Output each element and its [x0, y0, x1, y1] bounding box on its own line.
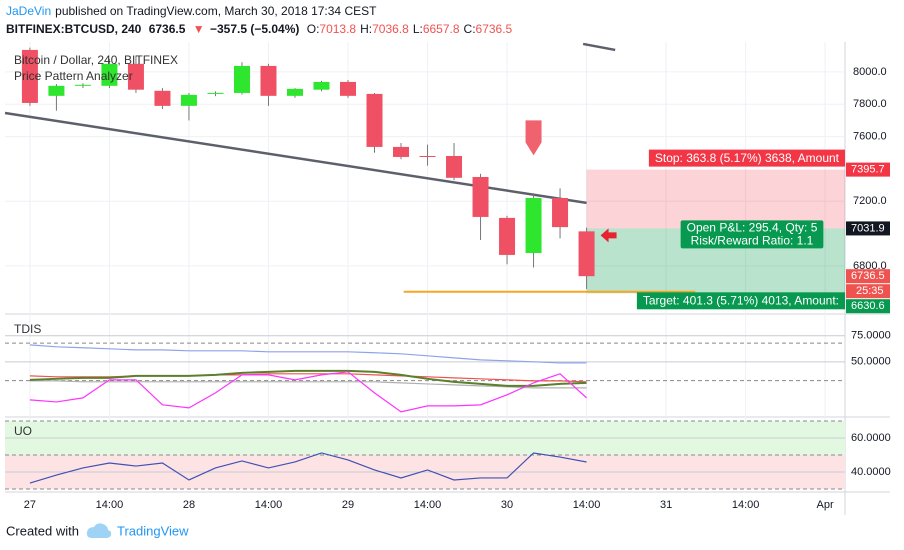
- symbol-line: BITFINEX:BTCUSD, 240 6736.5 ▼ −357.5 (−5…: [6, 22, 516, 36]
- stop-label: Stop: 363.8 (5.17%) 3638, Amount: [655, 151, 840, 165]
- footer-brand: TradingView: [117, 523, 189, 538]
- pnl-label-bg: [680, 220, 824, 249]
- candle-body: [339, 81, 356, 96]
- ohlc-value: 7036.8: [372, 22, 409, 36]
- candle-body: [366, 93, 383, 147]
- ohlc-label: C:: [463, 22, 476, 36]
- ohlc-label: L:: [412, 22, 423, 36]
- symbol: BITFINEX:BTCUSD, 240: [6, 22, 142, 36]
- candle-body: [393, 146, 410, 157]
- y-tick-label: 7800.0: [853, 98, 887, 110]
- x-tick-label: Apr: [817, 499, 834, 511]
- candle-body: [419, 155, 436, 157]
- candle-body: [499, 217, 516, 255]
- x-tick-label: 28: [183, 499, 195, 511]
- candle-body: [127, 63, 144, 90]
- y-tick-label: 75.0000: [851, 330, 891, 342]
- change: −357.5 (−5.04%): [209, 22, 300, 36]
- ohlc-label: H:: [360, 22, 373, 36]
- ohlc-value: 6657.8: [422, 22, 460, 36]
- x-tick-label: 14:00: [255, 499, 283, 511]
- target-label-bg: [636, 292, 845, 310]
- y-tick-label: 60.0000: [851, 432, 891, 444]
- legend-subtitle: Price Pattern Analyzer: [14, 69, 133, 83]
- candle-body: [207, 92, 224, 94]
- ratio-label: Risk/Reward Ratio: 1.1: [691, 234, 814, 248]
- x-tick-label: 14:00: [732, 499, 760, 511]
- candle-body: [154, 90, 171, 106]
- legend-title: Bitcoin / Dollar, 240, BITFINEX: [14, 53, 178, 67]
- x-tick-label: 29: [342, 499, 354, 511]
- price-axis-label: [846, 162, 890, 177]
- candle-body: [101, 63, 118, 86]
- candle-body: [48, 85, 65, 96]
- y-tick-label: 6800.0: [853, 260, 887, 272]
- price-axis-label-text: 7395.7: [851, 164, 885, 176]
- price-axis-label: [846, 299, 890, 314]
- pattern-marker: [525, 120, 542, 156]
- y-tick-label: 40.0000: [851, 466, 891, 478]
- stop-label-bg: [648, 149, 845, 167]
- candle-body: [313, 81, 330, 90]
- countdown: 25:35: [856, 285, 884, 297]
- author: JaDeVin: [6, 4, 52, 18]
- candle-body: [260, 65, 277, 96]
- price-axis-label: [846, 269, 890, 284]
- trendline: [4, 111, 587, 205]
- price-axis-label-text: 6736.5: [851, 270, 885, 282]
- panel-title: TDIS: [14, 322, 41, 336]
- candle-body: [472, 177, 489, 217]
- indicator-line: [29, 344, 587, 364]
- y-tick-label: 50.0000: [851, 356, 891, 368]
- panel-title: UO: [14, 424, 32, 438]
- header-line: JaDeVin published on TradingView.com, Mar…: [6, 4, 380, 18]
- ohlc-label: O:: [306, 22, 320, 36]
- candle-body: [525, 198, 542, 253]
- candle-body: [233, 65, 250, 93]
- target-label: Target: 401.3 (5.71%) 4013, Amount:: [643, 293, 839, 307]
- ohlc-value: 7013.8: [319, 22, 357, 36]
- pnl-label: Open P&L: 295.4, Qty: 5: [687, 221, 818, 235]
- x-tick-label: 31: [660, 499, 672, 511]
- indicator-line: [29, 369, 587, 387]
- tradingview-logo: [86, 523, 112, 538]
- published: published on TradingView.com, March 30, …: [55, 4, 377, 18]
- x-tick-label: 14:00: [96, 499, 124, 511]
- y-tick-label: 8000.0: [853, 66, 887, 78]
- candle-body: [180, 94, 197, 106]
- x-tick-label: 14:00: [573, 499, 601, 511]
- indicator-line: [29, 380, 587, 389]
- y-tick-label: 7600.0: [853, 130, 887, 142]
- countdown-bg: [846, 284, 890, 299]
- ohlc-value: 6736.5: [475, 22, 513, 36]
- last-price: 6736.5: [148, 22, 186, 36]
- price-axis-label-text: 7031.9: [851, 222, 885, 234]
- down-arrow-icon: ▼: [192, 22, 205, 36]
- candle-body: [286, 88, 303, 96]
- stop-zone: [586, 169, 845, 229]
- footer-created: Created with: [6, 523, 79, 538]
- x-tick-label: 14:00: [414, 499, 442, 511]
- price-axis-label-text: 6630.6: [851, 300, 885, 312]
- x-tick-label: 30: [501, 499, 513, 511]
- candle-body: [74, 84, 91, 86]
- price-axis-label: [846, 221, 890, 236]
- y-tick-label: 7200.0: [853, 195, 887, 207]
- candle-body: [552, 198, 569, 228]
- entry-arrow-icon: [600, 228, 617, 243]
- candle-body: [21, 49, 38, 103]
- x-tick-label: 27: [24, 499, 36, 511]
- candle-body: [578, 231, 595, 277]
- indicator-line: [29, 452, 587, 484]
- candle-body: [446, 155, 463, 178]
- marks: 27 14:00 28 14:00 29 14:00 30 14:00 31 14:00 Apr 68…: [4, 42, 891, 511]
- trendline: [582, 42, 616, 52]
- indicator-line: [29, 371, 587, 413]
